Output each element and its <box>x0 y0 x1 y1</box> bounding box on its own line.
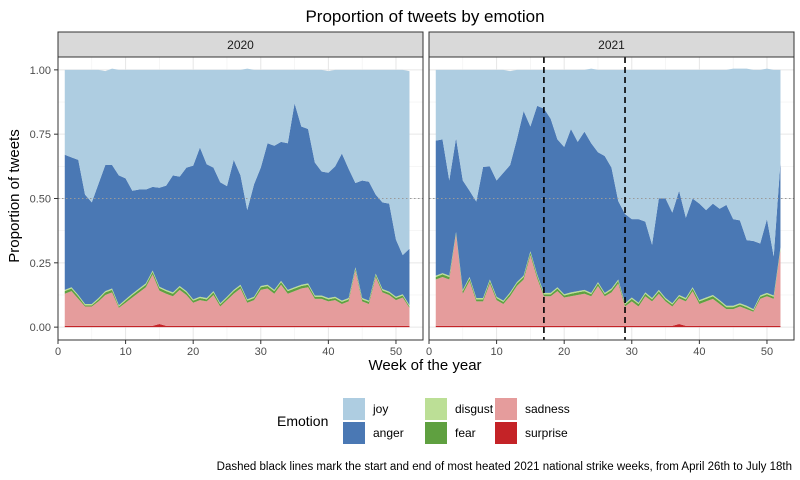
area-anger <box>435 105 781 310</box>
legend-label-disgust: disgust <box>455 402 494 416</box>
area-sadness <box>435 234 781 326</box>
y-tick-label: 0.50 <box>30 194 51 206</box>
chart-title: Proportion of tweets by emotion <box>305 7 544 26</box>
area-joy <box>64 68 410 256</box>
y-tick-label: 0.75 <box>30 129 51 141</box>
y-axis-title: Proportion of tweets <box>6 129 23 262</box>
legend-swatch-fear <box>425 422 447 444</box>
y-tick-label: 1.00 <box>30 65 51 77</box>
x-tick-label: 50 <box>390 346 402 358</box>
panels: 2020 0 10 20 30 40 50 0.00 0.25 0.50 0.75 1.00 2021 0… <box>30 31 795 358</box>
area-disgust <box>435 231 781 311</box>
panel-border <box>428 56 795 341</box>
x-tick-label: 30 <box>255 346 267 358</box>
legend-label-anger: anger <box>373 426 404 440</box>
area-sadness <box>64 270 410 326</box>
x-axis-title: Week of the year <box>368 357 481 374</box>
legend: Emotion joy anger disgust fear sadness surpri… <box>277 398 570 444</box>
legend-swatch-sadness <box>495 398 517 420</box>
area-anger <box>64 103 410 306</box>
x-tick-label: 20 <box>558 346 570 358</box>
panel-strip <box>428 31 795 58</box>
x-tick-label: 0 <box>55 346 61 358</box>
legend-label-surprise: surprise <box>525 426 568 440</box>
area-disgust <box>64 267 410 307</box>
legend-label-joy: joy <box>372 402 388 416</box>
legend-swatch-disgust <box>425 398 447 420</box>
x-tick-label: 30 <box>626 346 638 358</box>
area-fear <box>435 233 781 312</box>
x-tick-label: 40 <box>693 346 705 358</box>
legend-label-fear: fear <box>455 426 476 440</box>
legend-title: Emotion <box>277 413 328 429</box>
x-tick-label: 50 <box>761 346 773 358</box>
x-tick-label: 10 <box>490 346 502 358</box>
caption: Dashed black lines mark the start and en… <box>217 461 792 473</box>
panel-strip-label: 2020 <box>227 38 254 52</box>
area-surprise <box>435 324 781 328</box>
x-tick-label: 0 <box>426 346 432 358</box>
panel-2021: 2021 0 10 20 30 40 50 <box>426 31 795 358</box>
y-tick-label: 0.25 <box>30 258 51 270</box>
panel-strip-label: 2021 <box>598 38 625 52</box>
area-joy <box>435 68 781 257</box>
legend-swatch-joy <box>343 398 365 420</box>
legend-swatch-surprise <box>495 422 517 444</box>
legend-swatch-anger <box>343 422 365 444</box>
x-tick-label: 20 <box>187 346 199 358</box>
x-tick-label: 40 <box>322 346 334 358</box>
area-surprise <box>64 324 410 328</box>
panel-strip <box>57 31 424 58</box>
y-tick-label: 0.00 <box>30 322 51 334</box>
legend-label-sadness: sadness <box>525 402 570 416</box>
x-tick-label: 10 <box>119 346 131 358</box>
panel-2020: 2020 0 10 20 30 40 50 0.00 0.25 0.50 0.75 1.00 <box>30 31 424 358</box>
area-fear <box>64 268 410 308</box>
